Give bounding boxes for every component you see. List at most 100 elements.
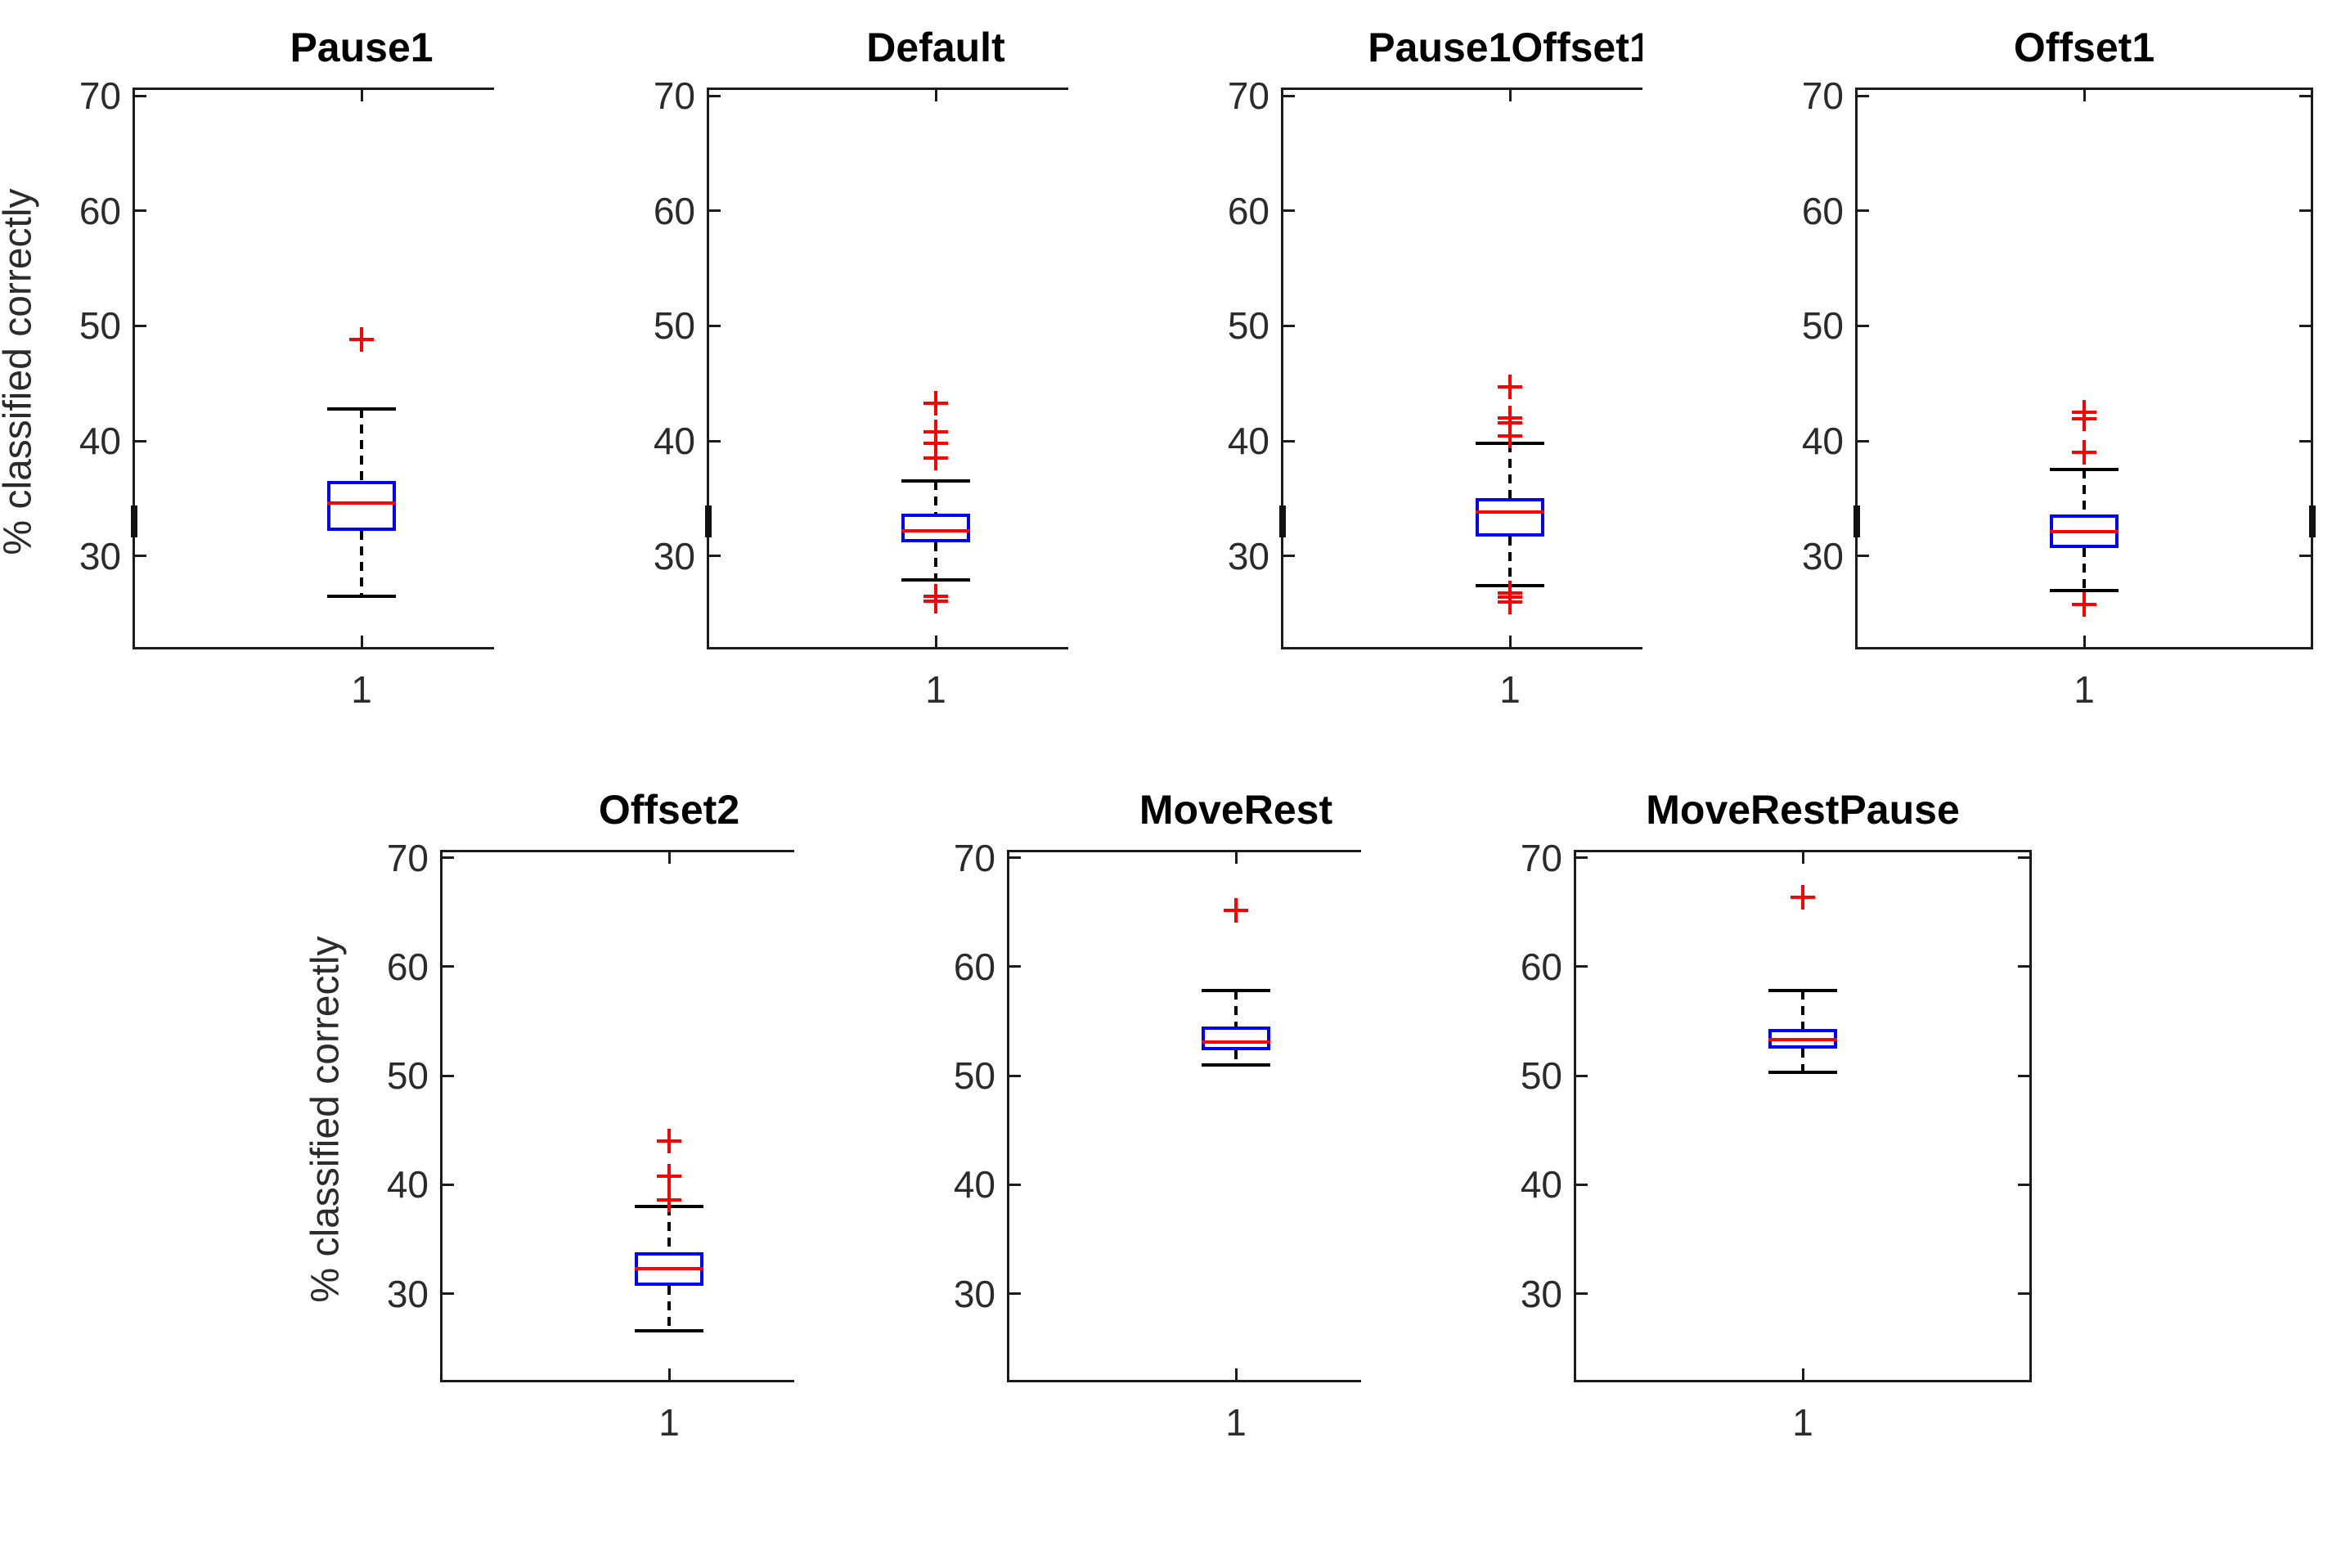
lower-whisker xyxy=(1801,1048,1804,1073)
y-tick-left xyxy=(1858,555,1869,558)
x-tick-top xyxy=(1234,852,1238,864)
y-tick-label: 70 xyxy=(1227,74,1269,118)
y-tick-right xyxy=(2299,94,2311,97)
y-tick-label: 50 xyxy=(653,304,695,348)
left-edge-segment xyxy=(1278,505,1286,538)
upper-whisker-cap xyxy=(327,407,396,411)
outlier-plus-vertical xyxy=(1801,884,1804,910)
outlier-marker xyxy=(1498,424,1522,449)
upper-whisker xyxy=(2083,470,2086,515)
y-tick-label: 60 xyxy=(1520,945,1562,988)
outlier-marker xyxy=(2072,407,2096,432)
lower-whisker-cap xyxy=(901,578,970,582)
y-tick-label: 60 xyxy=(1227,189,1269,232)
y-tick-label: 70 xyxy=(953,836,995,879)
median-line xyxy=(1768,1038,1837,1042)
y-tick-left xyxy=(709,324,721,327)
y-tick-left xyxy=(1009,965,1021,968)
outlier-marker xyxy=(923,430,948,456)
outlier-plus-vertical xyxy=(934,430,937,456)
x-tick-label: 1 xyxy=(1225,1401,1247,1444)
upper-whisker-cap xyxy=(2050,468,2119,472)
x-tick-top xyxy=(934,90,937,101)
lower-whisker xyxy=(1508,536,1512,586)
y-tick-label: 30 xyxy=(1227,534,1269,577)
y-tick-label: 70 xyxy=(79,74,121,118)
y-tick-right xyxy=(2018,965,2029,968)
y-tick-label: 70 xyxy=(386,836,429,879)
upper-whisker-cap xyxy=(1202,989,1270,993)
y-axis-label: % classified correctly xyxy=(0,187,40,555)
lower-whisker xyxy=(1234,1050,1238,1065)
y-tick-label: 60 xyxy=(79,189,121,232)
y-tick-label: 40 xyxy=(953,1163,995,1206)
y-tick-left xyxy=(135,324,146,327)
plot-title: MoveRestPause xyxy=(1646,787,1960,833)
lower-whisker-cap xyxy=(635,1328,703,1332)
plot-title: Offset2 xyxy=(598,787,740,833)
lower-whisker-cap xyxy=(1768,1071,1837,1075)
median-line xyxy=(2050,530,2119,534)
y-tick-label: 30 xyxy=(653,534,695,577)
y-tick-label: 30 xyxy=(953,1272,995,1315)
left-edge-segment xyxy=(1853,505,1860,538)
y-tick-left xyxy=(1283,439,1295,443)
left-edge-segment xyxy=(130,505,137,538)
outlier-marker xyxy=(657,1163,681,1188)
y-tick-left xyxy=(1858,209,1869,213)
y-tick-label: 40 xyxy=(386,1163,429,1206)
outlier-plus-vertical xyxy=(1508,424,1512,449)
y-tick-left xyxy=(135,439,146,443)
lower-whisker xyxy=(934,541,937,581)
right-edge-segment xyxy=(2308,505,2316,538)
left-edge-segment xyxy=(704,505,712,538)
y-tick-left xyxy=(709,94,721,97)
y-tick-left xyxy=(443,856,454,860)
y-tick-left xyxy=(1576,1292,1588,1296)
y-tick-right xyxy=(2299,439,2311,443)
plot-title: MoveRest xyxy=(1139,787,1333,833)
upper-whisker xyxy=(1508,443,1512,499)
y-tick-left xyxy=(1283,94,1295,97)
y-tick-left xyxy=(1283,209,1295,213)
lower-whisker-cap xyxy=(2050,588,2119,592)
y-tick-label: 40 xyxy=(653,420,695,463)
x-tick-top xyxy=(1801,852,1804,864)
y-tick-right xyxy=(2299,555,2311,558)
outlier-plus-vertical xyxy=(2083,407,2086,432)
y-tick-label: 30 xyxy=(79,534,121,577)
y-tick-right xyxy=(2018,1292,2029,1296)
y-tick-left xyxy=(709,439,721,443)
y-tick-left xyxy=(1009,856,1021,860)
x-tick-top xyxy=(667,852,671,864)
y-tick-left xyxy=(1576,1183,1588,1186)
x-tick-top xyxy=(2083,90,2086,101)
outlier-marker xyxy=(923,446,948,471)
y-tick-label: 60 xyxy=(386,945,429,988)
x-tick-label: 1 xyxy=(925,668,946,711)
outlier-marker xyxy=(2072,591,2096,617)
outlier-plus-vertical xyxy=(1234,897,1238,923)
plot-title: Pause1Offset1 xyxy=(1368,25,1652,70)
outlier-marker xyxy=(657,1129,681,1154)
y-tick-label: 40 xyxy=(1227,420,1269,463)
axes-box xyxy=(1574,850,2032,1382)
plot-title: Default xyxy=(866,25,1005,70)
x-tick-label: 1 xyxy=(1792,1401,1813,1444)
outlier-plus-vertical xyxy=(667,1129,671,1154)
plot-title: Pause1 xyxy=(290,25,434,70)
y-tick-right xyxy=(2299,209,2311,213)
outlier-marker xyxy=(923,390,948,416)
y-tick-left xyxy=(135,94,146,97)
y-tick-left xyxy=(1576,1074,1588,1077)
y-tick-right xyxy=(2299,324,2311,327)
y-tick-left xyxy=(443,1074,454,1077)
boxplot-box xyxy=(1202,1027,1270,1051)
outlier-marker xyxy=(657,1188,681,1213)
upper-whisker xyxy=(1801,991,1804,1029)
outlier-plus-vertical xyxy=(2083,591,2086,617)
y-tick-label: 70 xyxy=(1801,74,1844,118)
boxplot-box xyxy=(327,481,396,531)
y-tick-label: 40 xyxy=(79,420,121,463)
median-line xyxy=(635,1267,703,1270)
